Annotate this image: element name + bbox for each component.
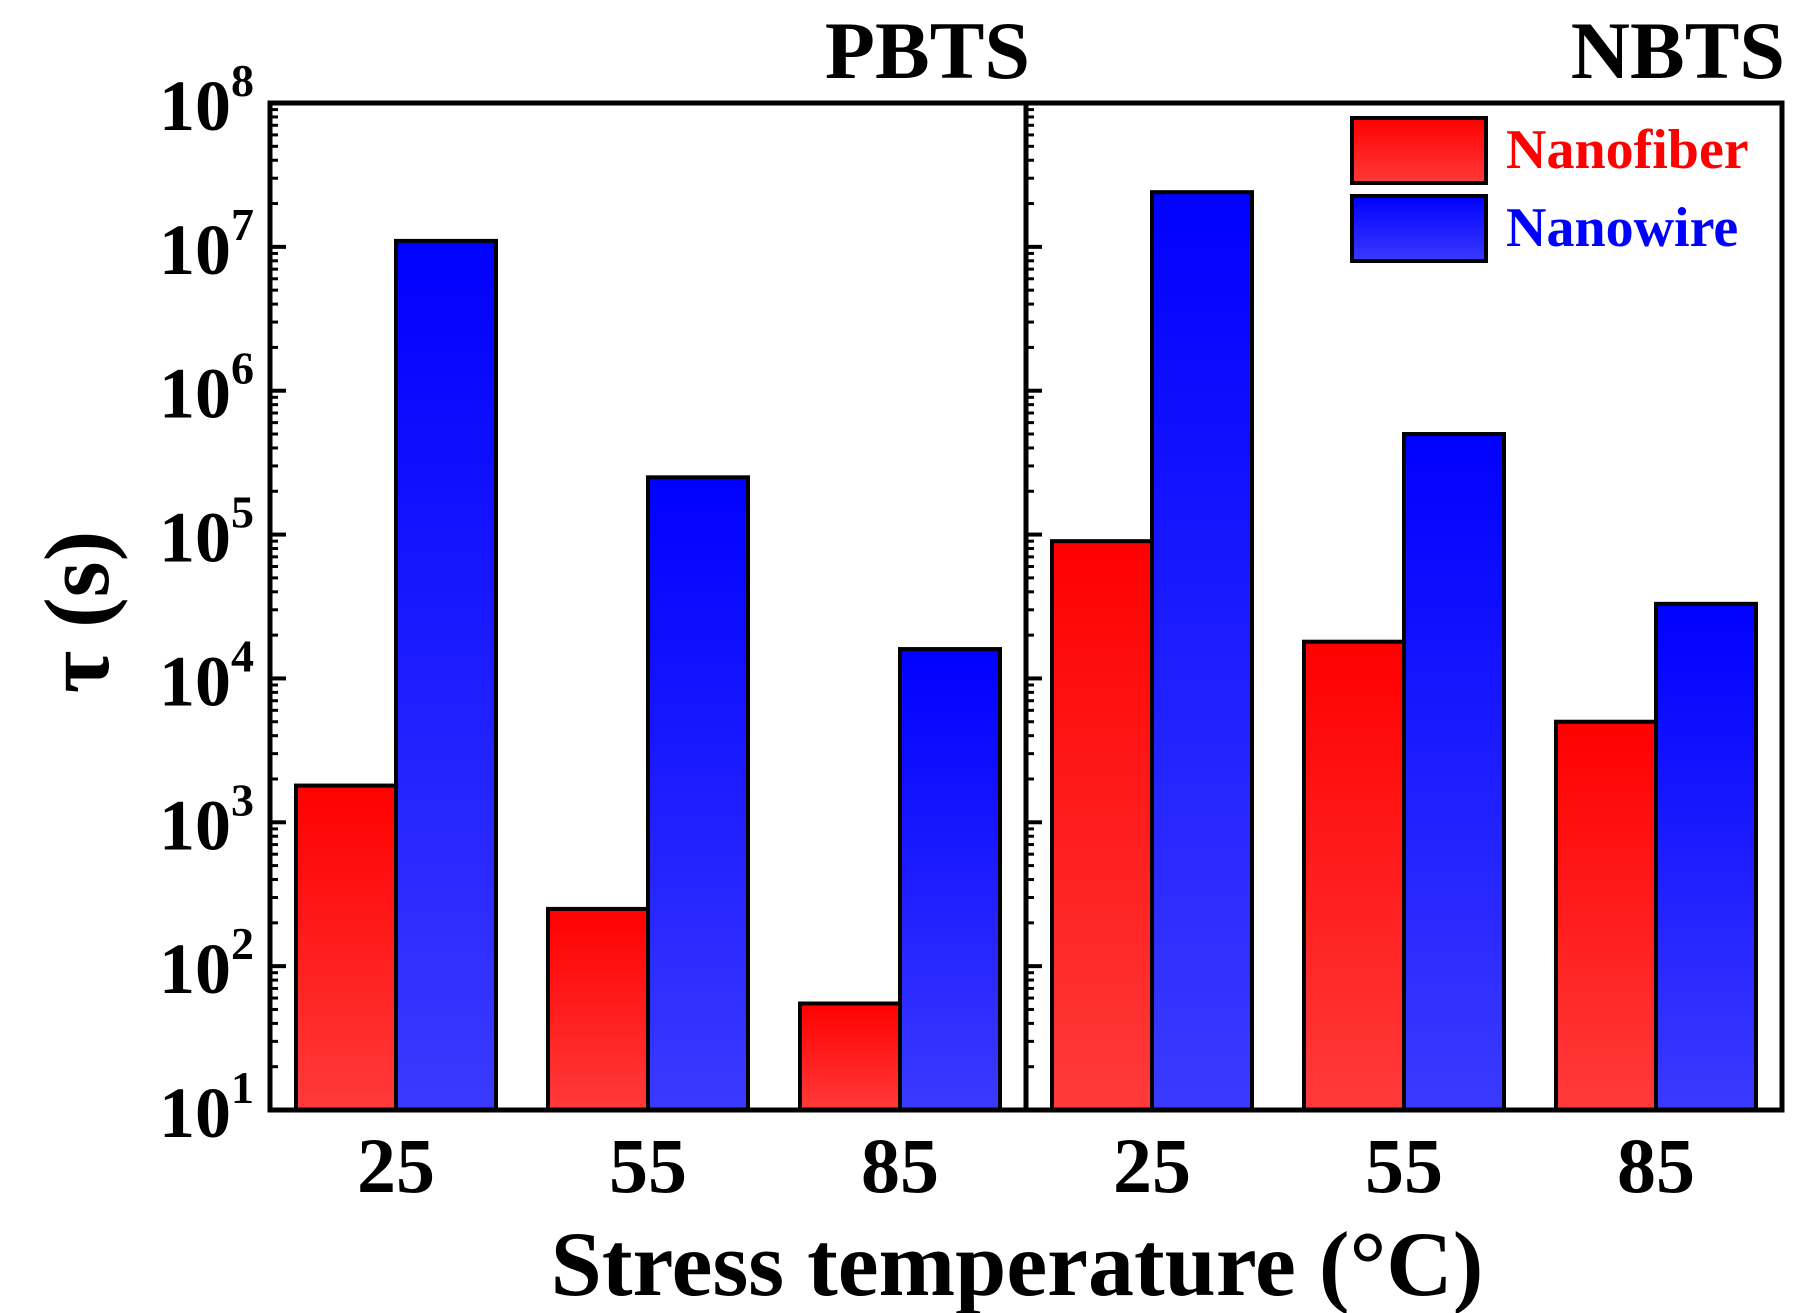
bars-layer [294,190,1758,1113]
x-tick-label: 25 [357,1122,435,1209]
legend: Nanofiber Nanowire [1350,116,1749,263]
x-tick-label: 85 [861,1122,939,1209]
bar-nbts-nanowire-85 [1654,601,1758,1112]
legend-swatch-nanofiber [1350,116,1488,185]
bar-nbts-nanowire-25 [1150,190,1254,1113]
legend-label-nanofiber: Nanofiber [1506,119,1749,181]
x-tick-label: 55 [609,1122,687,1209]
y-tick-label: 103 [159,774,254,865]
bar-pbts-nanowire-55 [646,475,750,1113]
y-tick-label: 101 [159,1062,254,1153]
legend-label-nanowire: Nanowire [1506,197,1738,259]
bar-pbts-nanofiber-55 [546,906,650,1113]
bar-pbts-nanowire-85 [898,647,1002,1112]
labels-layer: 25 55 85 PBTS 25 55 85 NBTS 101 102 103 104 105 106 10… [26,5,1785,1313]
bar-nbts-nanofiber-85 [1554,719,1658,1112]
x-axis-title: Stress temperature (°C) [551,1213,1484,1313]
panel-title: NBTS [1571,5,1785,96]
x-tick-label: 25 [1113,1122,1191,1209]
bar-pbts-nanofiber-25 [294,783,398,1112]
panel-title: PBTS [825,5,1030,96]
bar-pbts-nanofiber-85 [798,1001,902,1112]
x-tick-label: 85 [1617,1122,1695,1209]
bar-pbts-nanowire-25 [394,238,498,1112]
bar-nbts-nanowire-55 [1402,432,1506,1112]
y-tick-label: 102 [159,918,254,1009]
bar-nbts-nanofiber-25 [1050,539,1154,1112]
y-tick-label: 105 [159,487,254,578]
bar-nbts-nanofiber-55 [1302,639,1406,1112]
y-tick-label: 107 [159,199,254,290]
y-tick-label: 106 [159,343,254,434]
y-tick-label: 104 [159,630,254,721]
legend-swatch-nanowire [1350,194,1488,263]
y-tick-label: 108 [159,55,254,146]
y-axis-title: τ (s) [26,531,128,693]
x-tick-label: 55 [1365,1122,1443,1209]
